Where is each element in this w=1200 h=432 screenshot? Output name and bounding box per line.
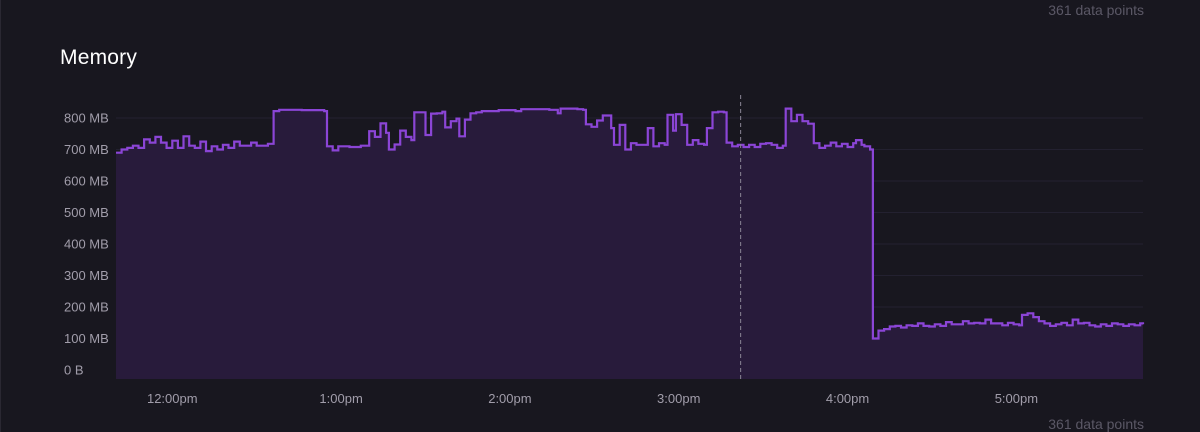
y-tick-label-5: 500 MB: [64, 205, 109, 220]
panel-left-border: [0, 0, 1, 432]
x-tick-label-4: 4:00pm: [826, 391, 869, 406]
y-tick-label-7: 700 MB: [64, 142, 109, 157]
y-tick-label-0: 0 B: [64, 363, 84, 378]
x-tick-label-5: 5:00pm: [995, 391, 1038, 406]
x-tick-label-3: 3:00pm: [657, 391, 700, 406]
y-tick-label-3: 300 MB: [64, 268, 109, 283]
data-points-count-bottom: 361 data points: [1048, 416, 1144, 432]
y-tick-label-2: 200 MB: [64, 300, 109, 315]
x-tick-label-1: 1:00pm: [319, 391, 362, 406]
y-tick-label-4: 400 MB: [64, 237, 109, 252]
data-points-count-top: 361 data points: [1048, 2, 1144, 18]
y-tick-label-1: 100 MB: [64, 331, 109, 346]
y-tick-label-6: 600 MB: [64, 174, 109, 189]
chart-title: Memory: [60, 46, 138, 69]
x-tick-label-2: 2:00pm: [488, 391, 531, 406]
memory-area-fill: [116, 108, 1143, 379]
y-tick-label-8: 800 MB: [64, 111, 109, 126]
x-tick-label-0: 12:00pm: [147, 391, 198, 406]
memory-series-line: [116, 107, 1145, 340]
